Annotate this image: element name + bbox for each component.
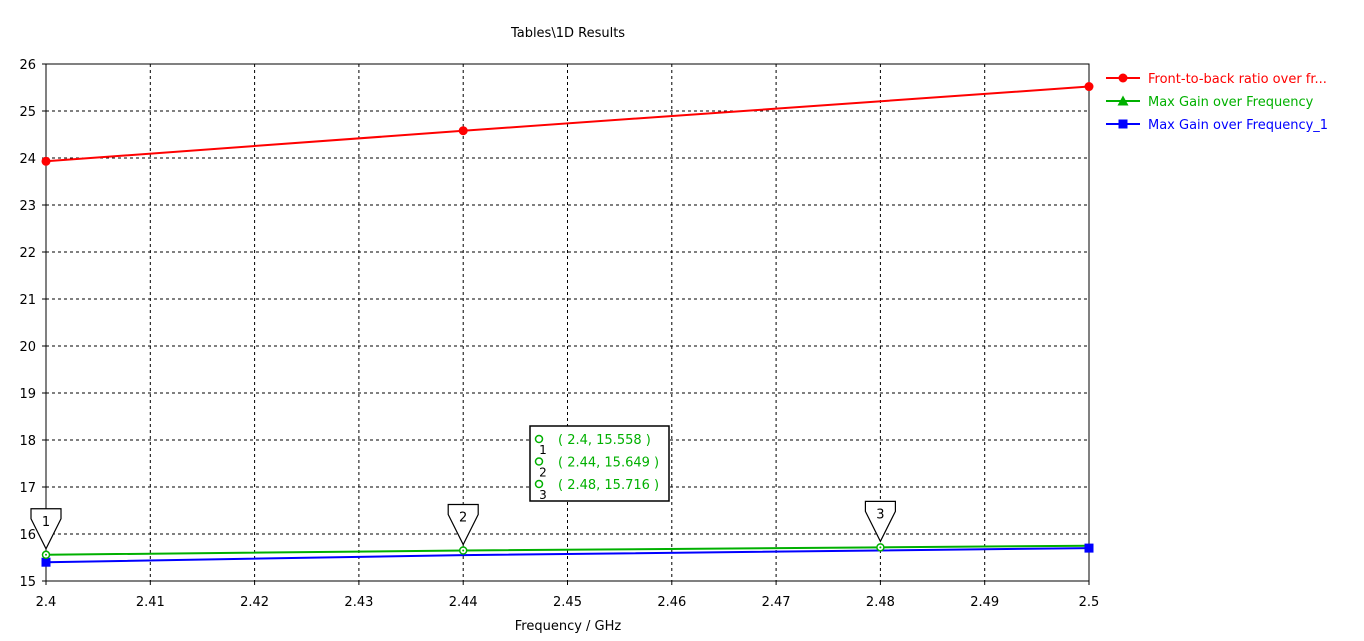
marker-flag: [864, 500, 897, 543]
marker-flag: [30, 508, 62, 551]
marker-info-box[interactable]: 1 ( 2.4, 15.558 ) 2 ( 2.44, 15.649 ) 3 ( 2.48…: [529, 425, 670, 502]
x-tick-label: 2.44: [449, 595, 478, 610]
x-tick-label: 2.41: [136, 595, 165, 610]
y-tick-label: 23: [19, 199, 36, 214]
chart-title: Tables\1D Results: [510, 26, 625, 41]
y-tick-label: 20: [19, 340, 36, 355]
x-tick-label: 2.46: [657, 595, 686, 610]
y-tick-label: 24: [19, 152, 36, 167]
marker-flag: [447, 503, 479, 546]
y-tick-label: 22: [19, 246, 36, 261]
marker-info-id: 3: [539, 488, 547, 502]
legend-label: Max Gain over Frequency: [1148, 95, 1314, 110]
y-axis: 15 16 17 18 19 20 21 22 23 24 25 26: [19, 58, 46, 590]
x-tick-label: 2.5: [1079, 595, 1100, 610]
y-tick-label: 21: [19, 293, 36, 308]
marker-info-symbol: [534, 479, 544, 489]
marker-info-frame: [529, 425, 670, 502]
marker-info-id: 1: [539, 443, 547, 457]
legend-swatch-marker: [1118, 119, 1128, 129]
x-tick-label: 2.45: [553, 595, 582, 610]
legend-label: Front-to-back ratio over fr...: [1148, 72, 1327, 87]
x-tick-label: 2.48: [866, 595, 895, 610]
marker-point-dot: [45, 553, 47, 556]
x-tick-label: 2.42: [240, 595, 269, 610]
x-tick-label: 2.4: [36, 595, 57, 610]
marker-point-dot: [879, 546, 882, 549]
marker-info-symbol: [534, 457, 544, 466]
legend-label: Max Gain over Frequency_1: [1148, 118, 1328, 133]
x-tick-label: 2.43: [344, 595, 373, 610]
x-axis-label: Frequency / GHz: [515, 619, 622, 634]
grid: [46, 64, 1089, 581]
legend-swatch-marker: [1118, 73, 1128, 83]
y-tick-label: 15: [19, 575, 36, 590]
y-tick-label: 18: [19, 434, 36, 449]
x-tick-label: 2.49: [970, 595, 999, 610]
marker-info-value: ( 2.44, 15.649 ): [558, 456, 659, 471]
series-point: [1084, 543, 1094, 553]
y-tick-label: 16: [19, 528, 36, 543]
series-point: [41, 557, 51, 567]
y-tick-label: 19: [19, 387, 36, 402]
series-point: [41, 156, 51, 166]
y-tick-label: 25: [19, 105, 36, 120]
marker-flag-label: 1: [42, 515, 50, 530]
marker-info-symbol: [534, 434, 544, 444]
marker-info-value: ( 2.48, 15.716 ): [558, 478, 659, 493]
legend[interactable]: Front-to-back ratio over fr... Max Gain o…: [1106, 72, 1328, 133]
x-tick-label: 2.47: [762, 595, 791, 610]
marker-point-dot: [462, 549, 465, 552]
marker-info-id: 2: [539, 466, 547, 480]
x-axis: 2.4 2.41 2.42 2.43 2.44 2.45 2.46 2.47 2.48 2.49 2…: [36, 581, 1100, 610]
marker-flag-label: 2: [459, 510, 467, 525]
series-point: [1084, 82, 1094, 92]
y-tick-label: 26: [19, 58, 36, 73]
plot-area-frame: [45, 63, 1090, 582]
marker-layer: 1 2 3: [30, 500, 897, 560]
series-line-2: [45, 544, 1090, 556]
legend-swatch-marker: [1117, 95, 1129, 106]
series-point: [458, 126, 468, 136]
marker-info-value: ( 2.4, 15.558 ): [558, 433, 651, 448]
y-tick-label: 17: [19, 481, 36, 496]
marker-flag-label: 3: [876, 507, 884, 522]
